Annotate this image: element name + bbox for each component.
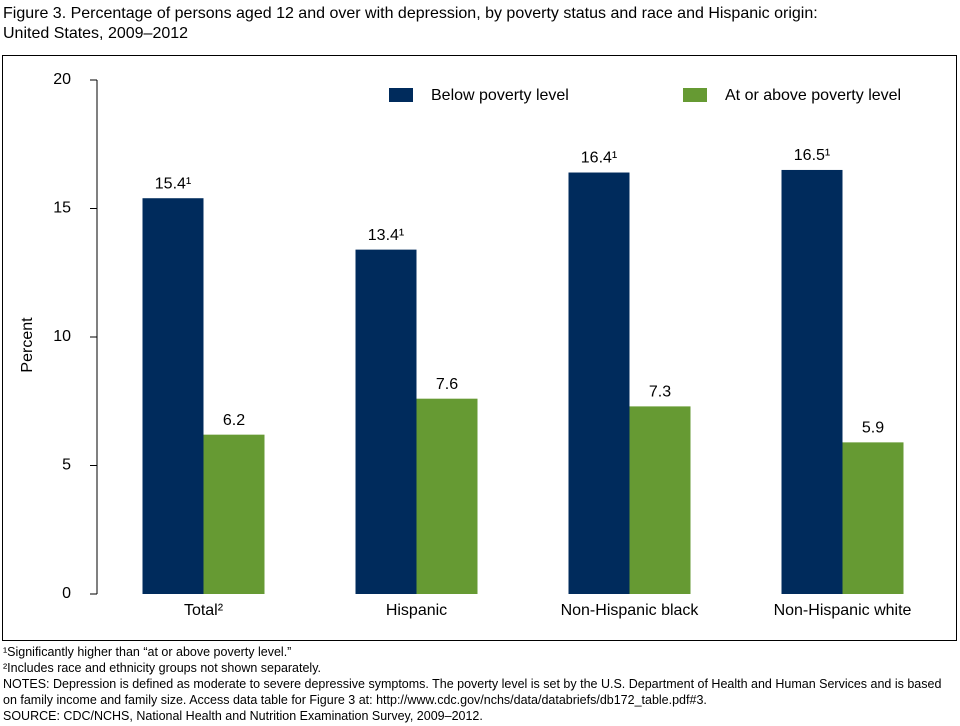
footnote: ²Includes race and ethnicity groups not … — [3, 661, 322, 675]
bar — [781, 169, 843, 594]
bar — [355, 249, 417, 594]
y-tick-label: 15 — [53, 200, 71, 217]
value-label: 7.6 — [436, 376, 458, 393]
legend-swatch — [683, 88, 707, 102]
x-tick-label: Total² — [184, 602, 224, 619]
y-axis-label: Percent — [19, 317, 36, 373]
notes: ¹Significantly higher than “at or above … — [3, 644, 955, 724]
bar — [629, 406, 691, 594]
y-tick-label: 5 — [62, 457, 71, 474]
chart: Percent 0 5 10 15 20 Total² 15.4¹ 6.2 Hispanic 13… — [2, 55, 957, 641]
legend-swatch — [389, 88, 413, 102]
value-label: 5.9 — [862, 420, 884, 437]
footnote: SOURCE: CDC/NCHS, National Health and Nu… — [3, 709, 483, 723]
value-label: 16.5¹ — [794, 147, 830, 164]
title-line: United States, 2009–2012 — [3, 25, 189, 42]
value-label: 7.3 — [649, 384, 671, 401]
footnote: ¹Significantly higher than “at or above … — [3, 645, 292, 659]
legend-label: At or above poverty level — [725, 87, 901, 104]
bar — [142, 198, 204, 594]
title-line: Figure 3. Percentage of persons aged 12 … — [3, 5, 818, 22]
y-tick-label: 20 — [53, 71, 71, 88]
x-tick-label: Non-Hispanic white — [774, 602, 912, 619]
bar — [842, 442, 904, 594]
legend-label: Below poverty level — [431, 87, 569, 104]
bar — [416, 398, 478, 594]
chart-title: Figure 3. Percentage of persons aged 12 … — [3, 4, 818, 44]
bar — [203, 434, 265, 594]
y-tick-label: 0 — [62, 585, 71, 602]
y-tick-label: 10 — [53, 328, 71, 345]
x-tick-label: Hispanic — [386, 602, 447, 619]
value-label: 6.2 — [223, 412, 245, 429]
chart-frame — [2, 55, 957, 641]
value-label: 13.4¹ — [368, 227, 404, 244]
bar — [568, 172, 630, 594]
x-tick-label: Non-Hispanic black — [561, 602, 700, 619]
footnote: NOTES: Depression is defined as moderate… — [3, 677, 942, 707]
value-label: 16.4¹ — [581, 150, 617, 167]
value-label: 15.4¹ — [155, 175, 191, 192]
